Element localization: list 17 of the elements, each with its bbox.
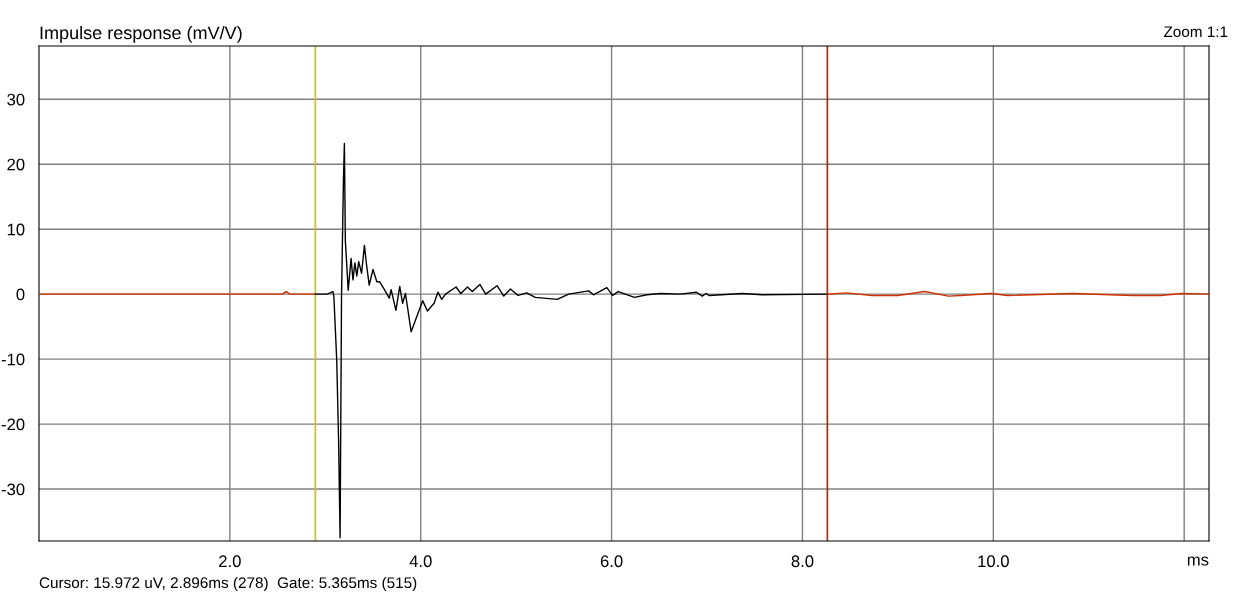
y-tick-label: -20 [1,418,25,431]
y-tick-label: 30 [7,93,25,106]
x-tick-label: 10.0 [978,555,1009,568]
y-tick-label: -30 [1,483,25,496]
x-tick-label: 6.0 [600,555,623,568]
y-tick-label: 20 [7,158,25,171]
x-tick-label: 2.0 [219,555,241,568]
x-axis-title: ms [1187,556,1209,566]
line-series [314,142,829,539]
x-tick-label: 8.0 [791,555,814,568]
text: Cursor: 15.972 uV, 2.896ms (278) Gate: 5.365ms (515) [39,576,417,592]
y-tick-label: -10 [1,353,25,366]
chart-title: Impulse response (mV/V) [40,25,242,43]
y-tick-label: 0 [16,288,25,301]
x-tick-label: 4.0 [409,555,432,568]
text: Zoom 1:1 [1163,26,1228,38]
y-tick-label: 10 [7,223,25,236]
